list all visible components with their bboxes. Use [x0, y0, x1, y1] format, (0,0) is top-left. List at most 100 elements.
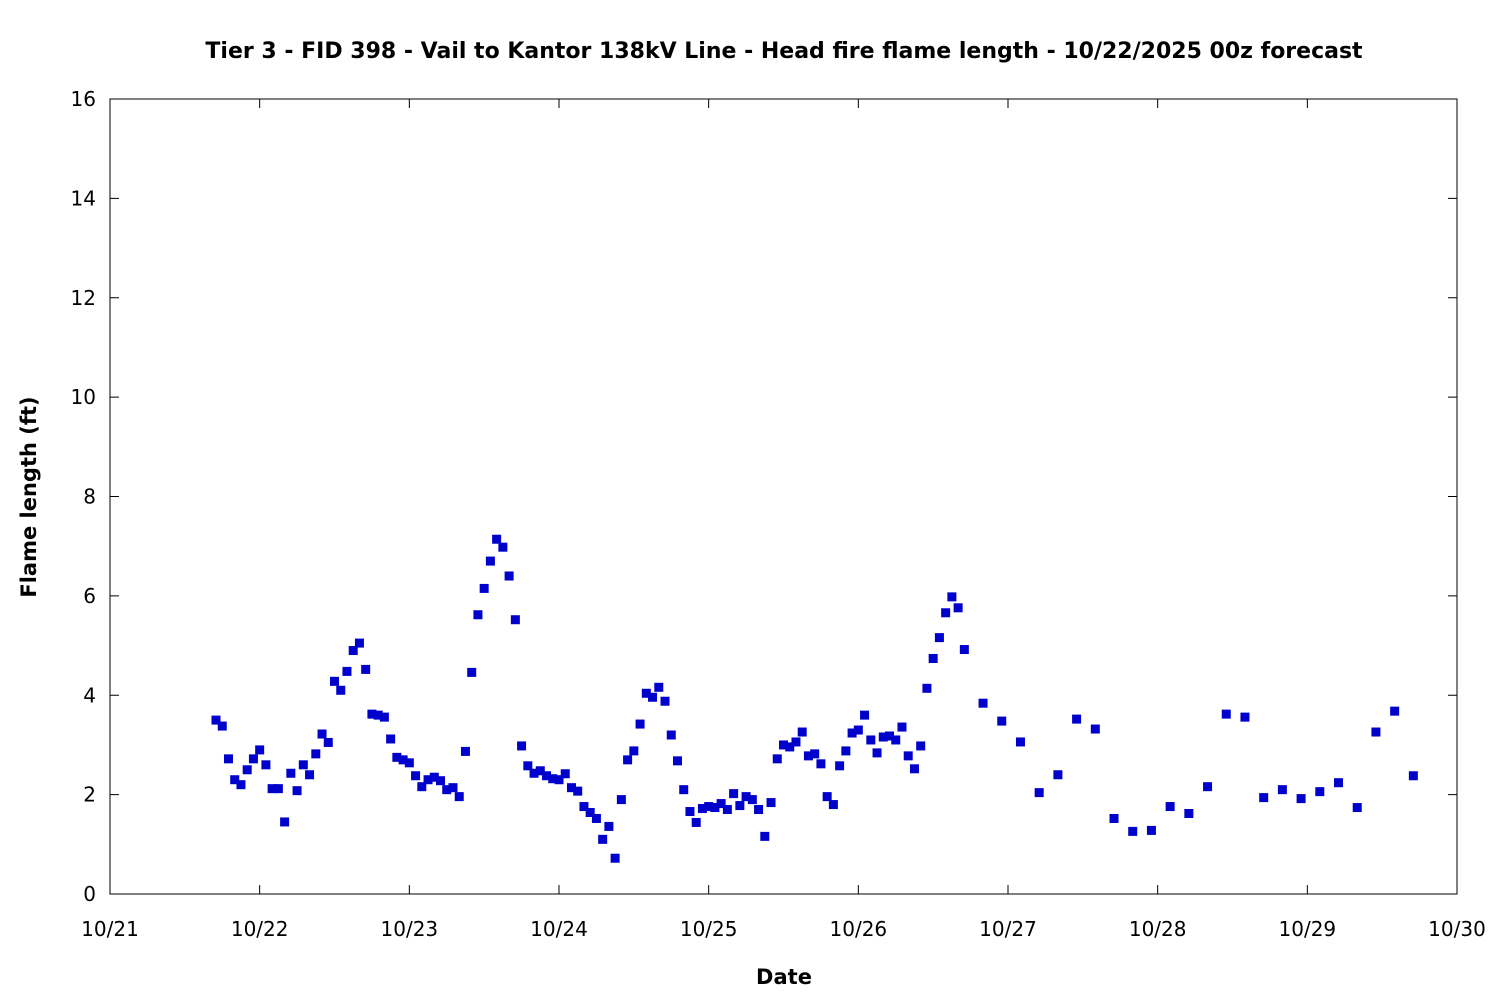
data-point: [791, 737, 801, 747]
data-point: [292, 786, 302, 796]
data-point: [934, 633, 944, 643]
data-point: [411, 771, 421, 781]
data-point: [504, 571, 514, 581]
data-point: [379, 712, 389, 722]
y-tick-label: 16: [71, 87, 96, 111]
data-point: [1259, 793, 1269, 803]
data-point: [1090, 724, 1100, 734]
y-tick-label: 12: [71, 286, 96, 310]
data-point: [386, 734, 396, 744]
data-point: [317, 729, 327, 739]
data-point: [336, 685, 346, 695]
data-point: [878, 732, 888, 742]
data-point: [261, 760, 271, 770]
x-tick-label: 10/30: [1428, 917, 1486, 941]
data-point: [616, 795, 626, 805]
data-point: [1240, 712, 1250, 722]
data-point: [679, 785, 689, 795]
data-point: [454, 792, 464, 802]
data-point: [330, 676, 339, 686]
data-point: [442, 785, 452, 795]
x-tick-label: 10/29: [1279, 917, 1337, 941]
data-point: [1334, 778, 1344, 788]
data-point: [816, 759, 826, 769]
data-point: [997, 716, 1007, 726]
data-point: [897, 722, 907, 732]
data-point: [947, 592, 957, 602]
data-point: [248, 754, 258, 764]
data-point: [1053, 770, 1063, 780]
data-point: [273, 784, 283, 794]
y-tick-label: 4: [83, 683, 96, 707]
data-point: [404, 758, 414, 768]
data-point: [716, 799, 726, 809]
data-point: [835, 761, 845, 771]
data-point: [585, 808, 595, 818]
x-tick-label: 10/25: [680, 917, 738, 941]
data-point: [1371, 727, 1381, 737]
data-point: [573, 786, 583, 796]
y-axis: 0 2 4 6 8 10 12 14 16: [71, 87, 1457, 906]
data-point: [1296, 794, 1306, 804]
data-point: [485, 556, 495, 566]
data-point: [436, 776, 446, 786]
data-point: [566, 783, 576, 793]
data-point: [697, 804, 707, 814]
y-tick-label: 8: [83, 485, 96, 509]
data-point: [660, 696, 670, 706]
data-point: [373, 710, 383, 720]
x-axis: 10/21 10/22 10/23 10/24 10/25 10/26 10/27 10/28…: [81, 99, 1486, 941]
data-point: [591, 813, 601, 823]
data-point: [342, 666, 352, 676]
data-point: [872, 748, 882, 758]
data-point: [211, 715, 221, 725]
data-point: [354, 638, 364, 648]
data-point: [922, 683, 932, 693]
data-point: [909, 764, 919, 774]
data-point: [841, 746, 851, 756]
data-point: [847, 728, 857, 738]
data-point: [305, 770, 315, 780]
data-point: [517, 741, 527, 751]
data-point: [230, 775, 240, 785]
data-point: [367, 709, 377, 719]
data-point: [255, 745, 265, 755]
data-point: [722, 805, 732, 815]
y-axis-label: Flame length (ft): [17, 396, 41, 597]
data-point: [666, 730, 676, 740]
data-point: [853, 725, 863, 735]
x-tick-label: 10/27: [979, 917, 1037, 941]
data-point: [479, 583, 489, 593]
data-point: [1015, 737, 1025, 747]
data-point: [267, 784, 277, 794]
data-point: [1109, 813, 1119, 823]
data-point: [641, 688, 651, 698]
data-point: [685, 807, 695, 817]
data-point: [560, 769, 570, 779]
data-point: [741, 792, 751, 802]
y-tick-label: 14: [71, 186, 96, 210]
data-point: [1203, 782, 1213, 792]
data-point: [280, 817, 290, 827]
data-point: [323, 737, 333, 747]
data-point: [860, 710, 870, 720]
data-point: [460, 746, 470, 756]
data-point: [417, 782, 427, 792]
data-point: [361, 664, 371, 674]
x-axis-label: Date: [756, 965, 812, 989]
data-point: [760, 831, 770, 841]
data-point: [1146, 825, 1156, 835]
data-point: [916, 741, 926, 751]
data-point: [928, 653, 938, 663]
data-point: [1128, 826, 1138, 836]
data-point: [579, 802, 589, 812]
data-point: [1072, 714, 1082, 724]
data-point: [1408, 771, 1418, 781]
y-tick-label: 2: [83, 783, 96, 807]
data-point: [610, 853, 620, 863]
data-point: [554, 775, 564, 785]
data-point: [747, 795, 757, 805]
data-point: [648, 692, 658, 702]
data-point: [654, 682, 664, 692]
y-tick-label: 6: [83, 584, 96, 608]
